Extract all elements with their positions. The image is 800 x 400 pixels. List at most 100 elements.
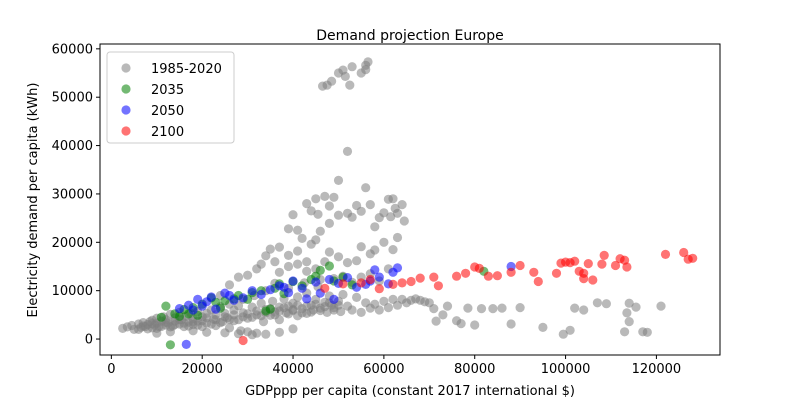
y-tick-label: 50000: [52, 91, 93, 106]
data-point: [370, 265, 380, 275]
legend-item: 2100: [121, 125, 184, 140]
data-point: [238, 335, 248, 346]
data-point: [324, 261, 334, 271]
data-point: [293, 300, 303, 310]
data-point: [342, 146, 353, 156]
data-point: [211, 304, 221, 314]
data-point: [233, 272, 244, 282]
data-point: [274, 242, 284, 252]
data-point: [356, 242, 366, 252]
data-point: [565, 325, 575, 335]
data-point: [311, 194, 321, 204]
data-point: [342, 258, 353, 268]
legend-marker: [121, 63, 131, 73]
data-point: [247, 330, 257, 340]
data-point: [429, 304, 439, 314]
data-point: [356, 278, 366, 288]
data-point: [660, 249, 671, 259]
data-point: [592, 298, 603, 308]
data-point: [506, 319, 516, 329]
data-point: [347, 62, 357, 72]
data-point: [293, 246, 303, 256]
data-point: [497, 303, 507, 313]
y-tick-label: 30000: [52, 187, 93, 202]
data-point: [324, 201, 334, 211]
data-point: [431, 316, 441, 326]
legend-item: 2050: [121, 104, 184, 119]
y-tick-label: 20000: [52, 236, 93, 251]
data-point: [165, 340, 175, 350]
data-point: [463, 303, 473, 313]
series-2: [174, 261, 516, 349]
x-tick-label: 120000: [632, 362, 682, 377]
data-point: [538, 322, 548, 332]
data-point: [220, 328, 230, 338]
data-point: [506, 267, 516, 277]
data-point: [302, 266, 312, 276]
data-point: [642, 327, 652, 337]
data-point: [202, 327, 212, 337]
data-point: [324, 274, 334, 285]
data-point: [579, 305, 589, 315]
data-point: [392, 232, 403, 243]
data-point: [340, 71, 350, 81]
data-point: [238, 293, 248, 303]
data-point: [274, 267, 284, 277]
y-axis-label: Electricity demand per capita (kWh): [26, 83, 41, 318]
data-point: [320, 191, 330, 201]
series-3: [238, 247, 698, 346]
data-point: [679, 247, 689, 258]
data-point: [442, 301, 453, 311]
x-tick-label: 40000: [272, 362, 313, 377]
data-point: [392, 208, 403, 218]
data-point: [631, 302, 641, 312]
data-point: [452, 271, 462, 281]
data-point: [256, 289, 266, 300]
data-point: [429, 272, 439, 282]
data-point: [374, 284, 384, 294]
data-point: [268, 296, 278, 306]
data-point: [624, 298, 634, 308]
data-point: [474, 263, 484, 273]
data-point: [181, 339, 191, 349]
data-point: [311, 277, 321, 287]
data-point: [293, 225, 303, 235]
data-point: [156, 312, 166, 322]
data-point: [329, 192, 339, 202]
data-point: [327, 76, 337, 86]
data-point: [297, 283, 307, 293]
data-point: [229, 295, 239, 305]
legend-label: 1985-2020: [151, 62, 222, 77]
data-point: [161, 301, 171, 311]
data-point: [256, 259, 266, 269]
data-point: [570, 303, 580, 313]
data-point: [515, 303, 525, 313]
data-point: [656, 301, 666, 311]
data-point: [515, 260, 525, 271]
data-point: [488, 304, 498, 314]
data-point: [243, 270, 253, 280]
data-point: [433, 281, 443, 291]
data-point: [293, 259, 303, 269]
data-point: [233, 329, 244, 339]
data-point: [265, 304, 275, 314]
data-point: [622, 308, 632, 318]
data-point: [388, 245, 398, 255]
data-point: [379, 208, 389, 218]
data-point: [415, 273, 425, 283]
data-point: [315, 226, 325, 236]
legend-item: 1985-2020: [121, 62, 222, 77]
data-point: [476, 304, 487, 314]
legend-label: 2035: [151, 83, 184, 98]
data-point: [483, 271, 493, 281]
data-point: [438, 310, 448, 320]
data-point: [261, 329, 271, 339]
data-point: [610, 260, 621, 271]
data-point: [583, 259, 593, 269]
data-point: [333, 175, 344, 185]
data-point: [265, 244, 275, 254]
x-axis: 0 20000 40000 60000 80000 100000 120000: [107, 355, 681, 377]
data-point: [283, 261, 294, 272]
data-point: [293, 292, 303, 302]
